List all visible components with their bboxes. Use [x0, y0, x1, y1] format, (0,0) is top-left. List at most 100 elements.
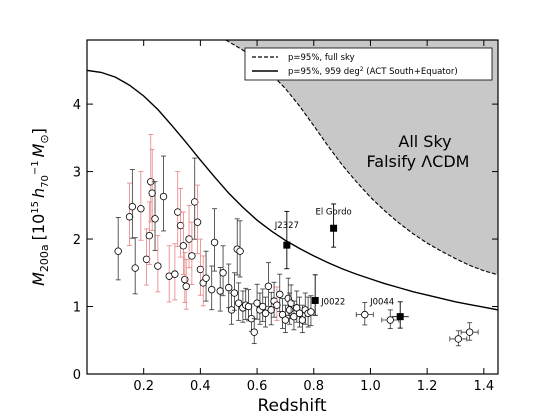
- cluster-marker: [253, 299, 261, 307]
- cluster-point-30: [225, 263, 233, 309]
- cluster-point-51: [281, 304, 290, 334]
- cluster-point-50: [278, 298, 287, 329]
- x-tick-label: 0.2: [133, 379, 154, 394]
- legend-entry-full-sky: p=95%, full sky: [288, 53, 355, 63]
- cluster-point-41: [253, 283, 261, 320]
- cluster-point-14: [174, 171, 182, 247]
- cluster-marker: [174, 208, 182, 216]
- cluster-point-25: [202, 250, 210, 302]
- cluster-point-34: [234, 282, 243, 321]
- cluster-point-22: [193, 184, 202, 255]
- y-tick-label: 4: [73, 98, 81, 113]
- cluster-point-5: [142, 228, 151, 286]
- legend: p=95%, full sky p=95%, 959 deg2 (ACT Sou…: [244, 47, 493, 81]
- cluster-point-44: [261, 296, 270, 328]
- cluster-marker: [281, 316, 290, 324]
- cluster-point-17: [181, 252, 189, 303]
- cluster-marker: [171, 270, 179, 278]
- y-axis-title-hsub: 70: [40, 175, 51, 188]
- cluster-point-65: [460, 322, 479, 341]
- cluster-marker: [216, 287, 224, 295]
- named-cluster-j0022: J0022: [311, 274, 345, 316]
- cluster-point-1: [125, 182, 134, 246]
- cluster-marker: [230, 289, 239, 297]
- cluster-point-13: [171, 243, 179, 301]
- y-axis-title-h: h: [29, 188, 48, 198]
- y-axis-title-bracket-close: ]: [29, 128, 48, 134]
- cluster-point-32: [230, 272, 239, 311]
- named-cluster-label: J0022: [320, 297, 345, 307]
- y-tick-label: 1: [73, 301, 81, 316]
- named-cluster-j2327: J2327: [274, 210, 299, 270]
- plot-frame: [86, 39, 499, 375]
- cluster-marker: [159, 192, 168, 201]
- x-tick-label: 1.0: [360, 379, 381, 394]
- cluster-point-11: [159, 155, 168, 232]
- cluster-marker: [290, 312, 298, 321]
- y-axis-title-M2: M: [29, 143, 48, 157]
- cluster-point-33: [233, 218, 241, 276]
- cluster-marker: [267, 306, 275, 314]
- cluster-point-29: [219, 245, 227, 297]
- cluster-point-62: [355, 302, 374, 326]
- cluster-marker: [210, 238, 219, 247]
- cluster-marker: [208, 285, 216, 294]
- cluster-marker: [128, 202, 137, 211]
- legend-entry-959-main: p=95%, 959 deg: [288, 67, 360, 77]
- cluster-point-8: [148, 148, 156, 231]
- cluster-point-7: [147, 134, 155, 223]
- cluster-marker: [176, 221, 185, 230]
- cluster-marker: [151, 215, 159, 223]
- cluster-point-63: [381, 309, 400, 330]
- cluster-point-35: [236, 220, 244, 278]
- cluster-point-18: [182, 258, 190, 310]
- cluster-point-31: [227, 292, 236, 325]
- cluster-marker: [361, 310, 369, 319]
- cluster-point-46: [267, 291, 275, 326]
- y-tick-label: 2: [73, 233, 81, 248]
- cluster-point-0: [114, 217, 122, 281]
- cluster-point-3: [131, 237, 139, 295]
- cluster-marker: [179, 242, 188, 250]
- cluster-marker: [148, 189, 156, 197]
- shaded-region-label-line2: Falsify ΛCDM: [367, 152, 470, 171]
- cluster-marker: [261, 309, 270, 317]
- cluster-marker: [202, 274, 210, 282]
- cluster-marker: [185, 235, 193, 243]
- legend-entry-959: p=95%, 959 deg2 (ACT South+Equator): [288, 66, 458, 77]
- cluster-marker: [137, 204, 145, 213]
- cluster-point-56: [293, 290, 301, 323]
- cluster-marker: [193, 218, 202, 226]
- cluster-point-6: [145, 201, 154, 265]
- cluster-marker: [236, 247, 244, 255]
- cluster-point-23: [196, 238, 205, 296]
- cluster-marker: [250, 328, 258, 336]
- cluster-marker: [307, 308, 315, 316]
- named-cluster-j0044: J0044: [369, 298, 409, 329]
- cluster-marker: [264, 282, 273, 290]
- cluster-marker: [196, 265, 205, 274]
- cluster-marker: [386, 316, 394, 324]
- cluster-point-27: [210, 208, 219, 272]
- cluster-marker: [454, 335, 463, 343]
- named-cluster-label: El Gordo: [316, 207, 352, 217]
- y-axis-title-hexp: −1: [30, 160, 41, 175]
- cluster-marker: [259, 302, 267, 311]
- cluster-point-61: [307, 295, 315, 327]
- y-axis-title-bracket: [10: [29, 214, 48, 241]
- cluster-marker: [298, 316, 307, 324]
- named-cluster-marker: [311, 296, 319, 304]
- cluster-marker: [285, 306, 294, 314]
- cluster-point-45: [264, 262, 273, 307]
- cluster-marker: [142, 255, 151, 263]
- y-axis-title-M: M: [29, 272, 48, 286]
- cluster-point-58: [298, 304, 307, 334]
- named-cluster-el-gordo: El Gordo: [316, 203, 352, 248]
- cluster-marker: [125, 213, 134, 221]
- cluster-marker: [188, 252, 196, 260]
- cluster-point-40: [250, 318, 258, 345]
- y-axis-title-sun: ⊙: [38, 134, 51, 143]
- cluster-marker: [181, 275, 189, 284]
- cluster-marker: [276, 290, 284, 299]
